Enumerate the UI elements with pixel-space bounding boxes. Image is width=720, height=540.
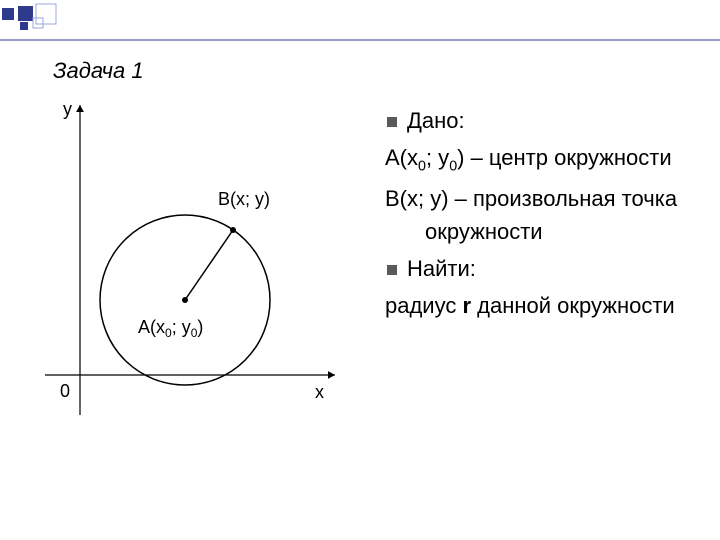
find-line: радиус r данной окружности <box>385 289 705 322</box>
diagram-svg: y x 0 B(x; y) A(x0; y0) <box>35 95 355 445</box>
bullet-line: Найти: <box>385 252 705 285</box>
problem-title: Задача 1 <box>53 58 144 84</box>
bullet-square-icon <box>387 265 397 275</box>
given-line-B: B(x; y) – произвольная точка окружности <box>385 182 705 248</box>
bullet-text: Найти: <box>407 256 476 281</box>
geometry-diagram: y x 0 B(x; y) A(x0; y0) <box>35 95 355 450</box>
svg-text:B(x; y): B(x; y) <box>218 189 270 209</box>
bullet-text: Дано: <box>407 108 465 133</box>
problem-text: Дано: A(x0; y0) – центр окружности B(x; y)… <box>385 100 705 326</box>
svg-text:y: y <box>63 99 72 119</box>
svg-text:0: 0 <box>60 381 70 401</box>
svg-text:x: x <box>315 382 324 402</box>
slide-decoration <box>0 0 720 45</box>
bullet-square-icon <box>387 117 397 127</box>
bullet-line: Дано: <box>385 104 705 137</box>
svg-text:A(x0; y0): A(x0; y0) <box>138 317 203 340</box>
given-line-A: A(x0; y0) – центр окружности <box>385 141 705 178</box>
